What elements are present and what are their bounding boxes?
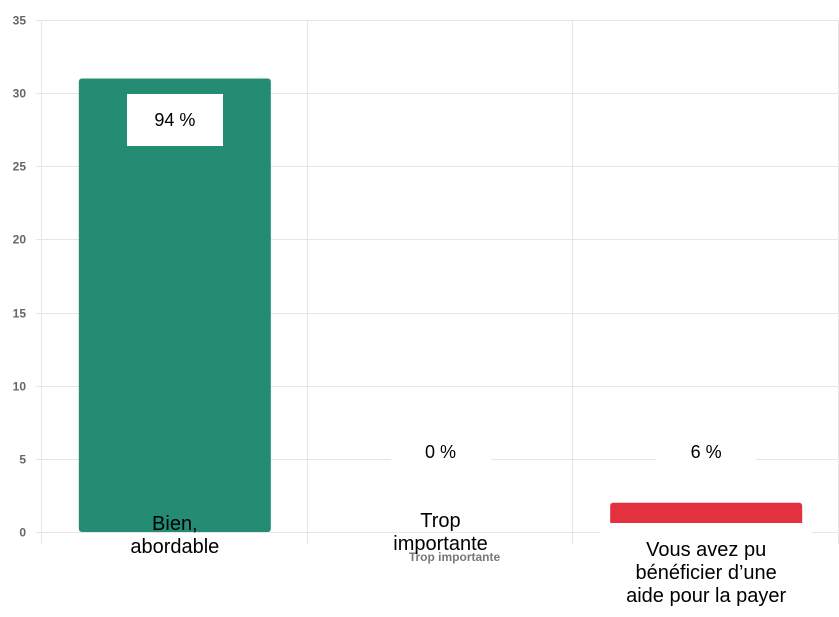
category-label: Vous avez pu bénéficier d’une aide pour la… [600,523,813,617]
value-label: 6 % [656,432,757,472]
bar [78,78,271,532]
y-tick-label: 15 [13,307,27,321]
y-axis-ticks: 0 5 10 15 20 25 30 35 [13,14,27,540]
value-label: 94 % [126,94,223,146]
category-label: Trop importante [393,510,488,555]
y-tick-label: 10 [13,380,27,394]
x-axis-category-label: Trop importante [409,550,501,564]
value-label: 0 % [390,432,491,472]
y-tick-label: 30 [13,87,27,101]
y-tick-label: 20 [13,233,27,247]
y-tick-label: 5 [19,453,26,467]
y-tick-label: 35 [13,14,27,28]
category-label: Bien, abordable [130,513,220,558]
y-tick-label: 25 [13,160,27,174]
y-tick-label: 0 [19,526,26,540]
